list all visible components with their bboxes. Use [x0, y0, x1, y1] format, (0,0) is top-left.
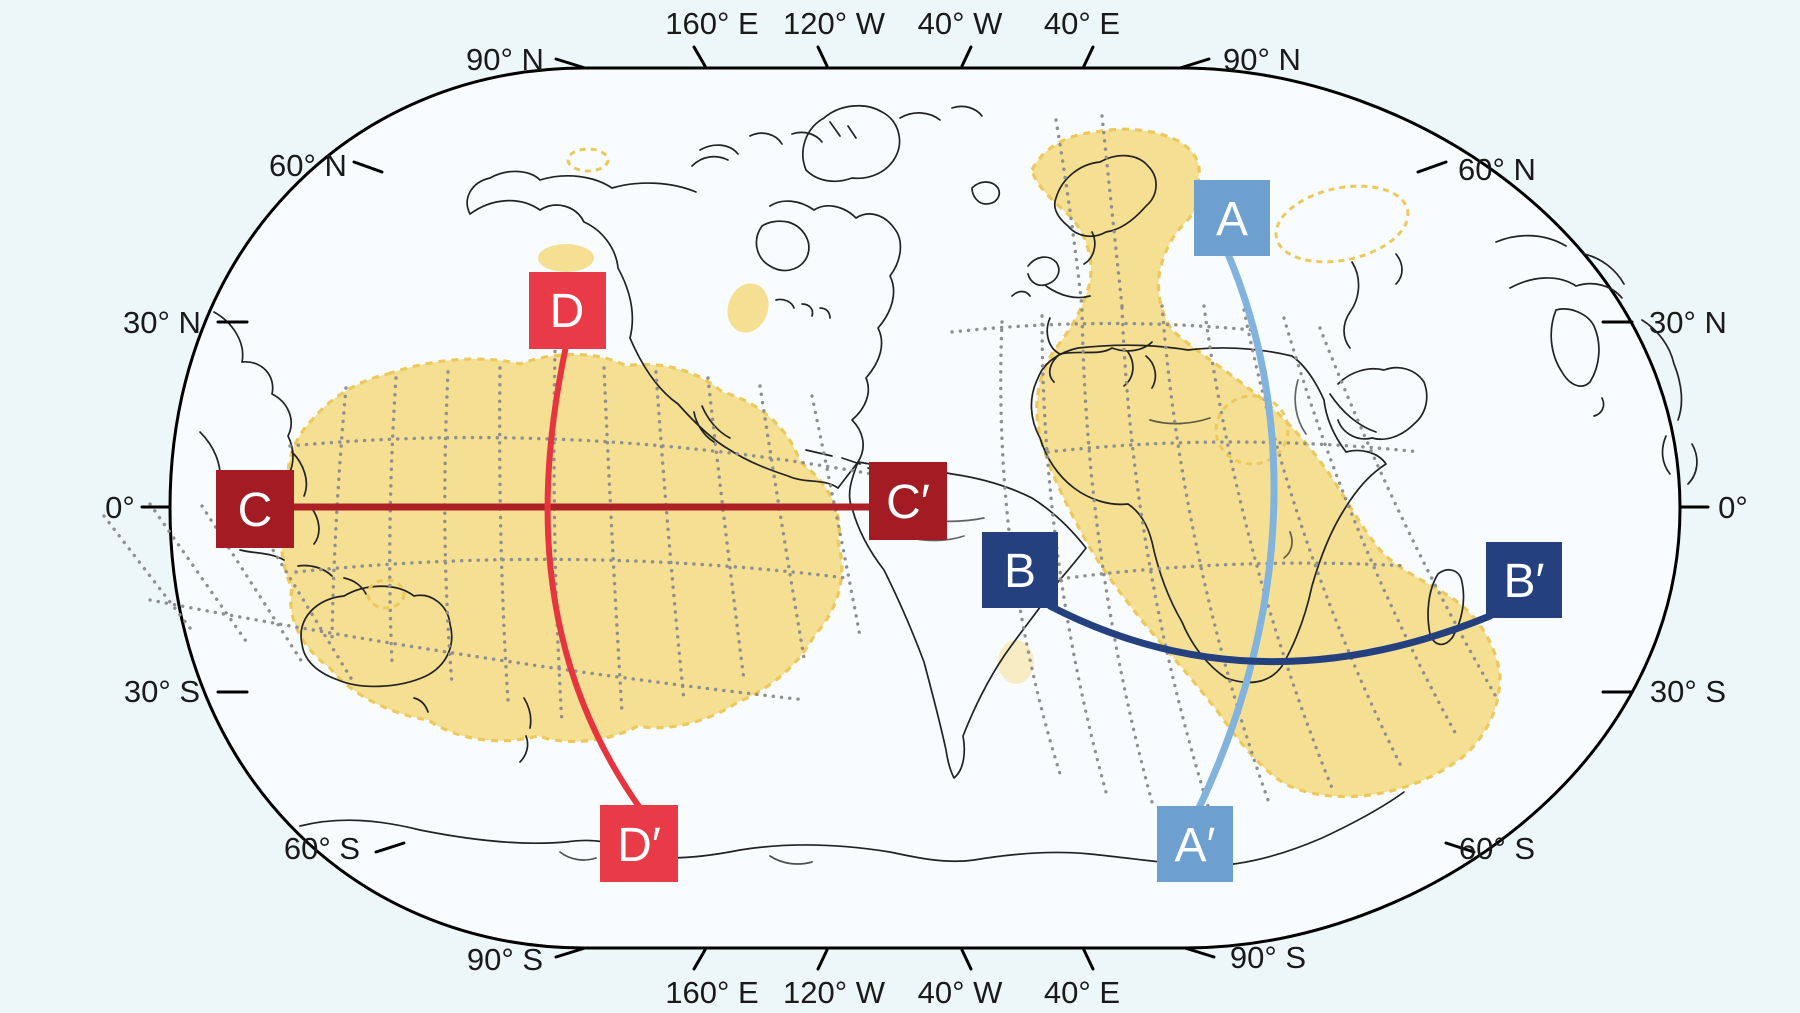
- lon-label-top-3: 40° E: [1044, 6, 1120, 41]
- lon-label-top-2: 40° W: [918, 6, 1003, 41]
- lat-label-right-30n: 30° N: [1649, 305, 1727, 340]
- transect-lines: [248, 250, 1494, 814]
- transect-markers: A A′ B B′ C C′ D D′: [216, 180, 1562, 882]
- dotted-raypath-fan-pacific: [102, 308, 874, 726]
- lat-label-right-60s: 60° S: [1459, 831, 1535, 866]
- marker-box-a-prime: [1157, 806, 1233, 882]
- marker-box-d: [529, 272, 606, 349]
- lat-label-right-0: 0°: [1718, 490, 1748, 525]
- marker-box-d-prime: [600, 805, 678, 882]
- lat-label-left-60s: 60° S: [284, 831, 360, 866]
- lon-label-top-0: 160° E: [665, 6, 758, 41]
- marker-label-c-prime: C′: [886, 476, 930, 529]
- lat-label-left-0: 0°: [105, 490, 135, 525]
- graticule-ticks: [140, 45, 1710, 971]
- dashed-contour-caspian: [1274, 184, 1410, 264]
- small-shaded-blob-north-pacific: [538, 244, 594, 272]
- lat-label-right-90s: 90° S: [1230, 940, 1306, 975]
- marker-label-a: A: [1216, 193, 1248, 246]
- lat-label-right-90n: 90° N: [1223, 42, 1301, 77]
- small-shaded-blob-south-atlantic: [998, 640, 1034, 684]
- dashed-contours: [366, 147, 1410, 610]
- marker-label-a-prime: A′: [1174, 819, 1215, 872]
- dashed-contour-north-pacific: [566, 147, 610, 173]
- lon-label-bottom-3: 40° E: [1044, 975, 1120, 1010]
- lon-label-bottom-1: 120° W: [783, 975, 886, 1010]
- lat-label-left-30n: 30° N: [123, 305, 201, 340]
- marker-box-b: [982, 532, 1058, 608]
- marker-box-c-prime: [869, 462, 947, 540]
- lat-label-right-60n: 60° N: [1458, 152, 1536, 187]
- transect-line-b: [1046, 602, 1494, 666]
- marker-box-c: [216, 470, 294, 548]
- marker-label-d: D: [550, 285, 585, 338]
- lon-label-bottom-0: 160° E: [665, 975, 758, 1010]
- pacific-llsvp-region: [279, 352, 844, 744]
- lat-label-left-30s: 30° S: [124, 674, 200, 709]
- lat-label-left-60n: 60° N: [269, 148, 347, 183]
- marker-label-b: B: [1004, 545, 1036, 598]
- dashed-contour-africa-interior: [1214, 394, 1290, 466]
- lon-label-top-1: 120° W: [783, 6, 886, 41]
- lat-label-right-30s: 30° S: [1650, 674, 1726, 709]
- small-shaded-blob-baja: [727, 283, 769, 333]
- marker-label-b-prime: B′: [1503, 555, 1544, 608]
- transect-line-a: [1194, 250, 1278, 814]
- dashed-contour-coral-sea: [366, 578, 406, 610]
- transect-line-d: [544, 343, 643, 811]
- marker-label-d-prime: D′: [617, 819, 661, 872]
- lat-label-left-90n: 90° N: [466, 42, 544, 77]
- marker-box-b-prime: [1486, 542, 1562, 618]
- african-llsvp-region: [1030, 127, 1502, 799]
- shaded-regions: [279, 127, 1502, 799]
- lon-label-bottom-2: 40° W: [918, 975, 1003, 1010]
- lat-label-left-90s: 90° S: [467, 942, 543, 977]
- marker-label-c: C: [238, 484, 273, 537]
- marker-box-a: [1194, 180, 1270, 256]
- graticule-labels: 160° E 120° W 40° W 40° E 160° E 120° W …: [105, 6, 1748, 1010]
